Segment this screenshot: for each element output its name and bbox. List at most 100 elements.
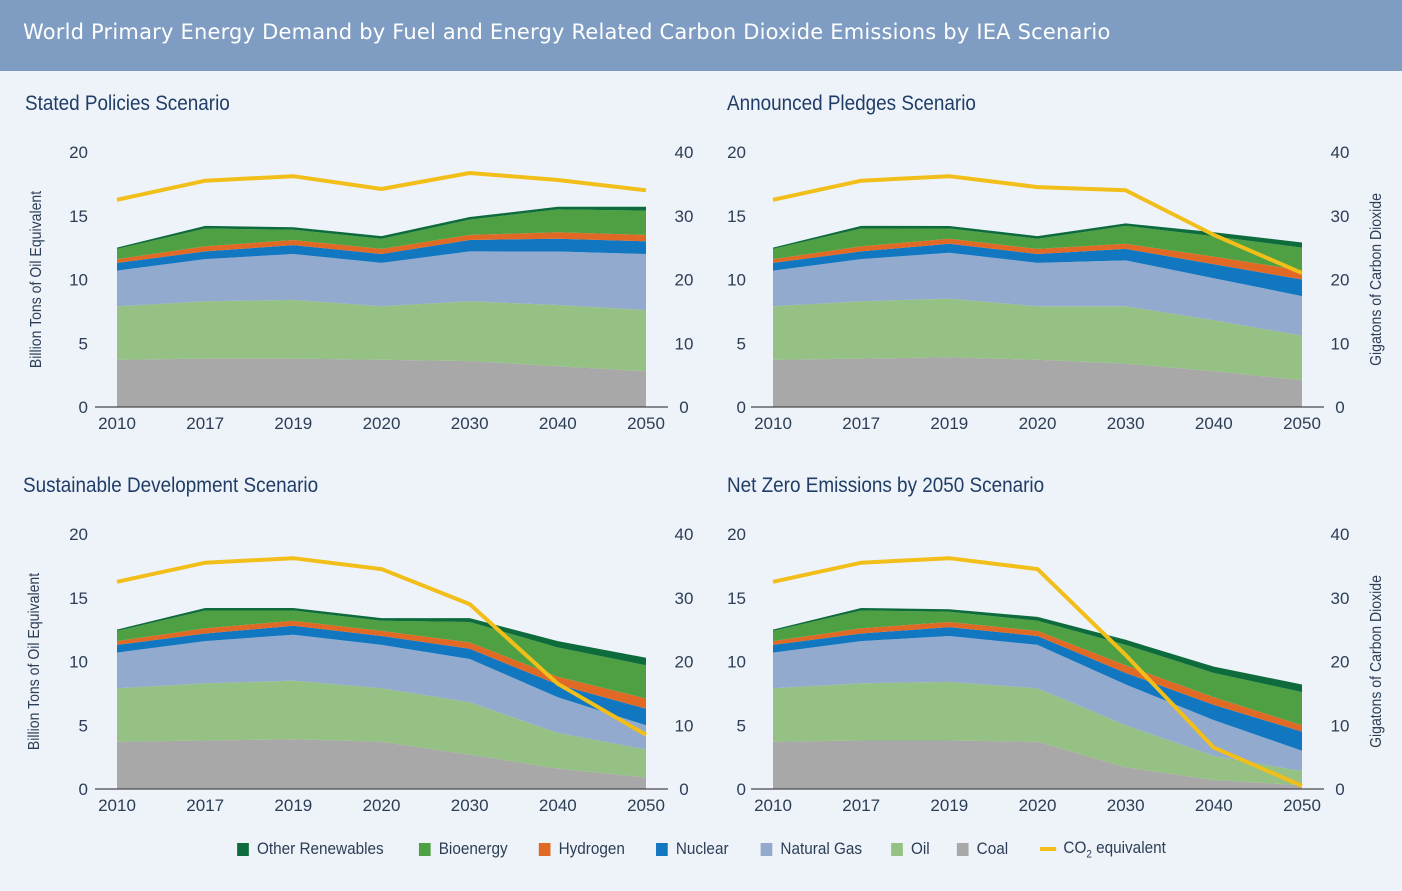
legend-swatch-nuclear [656,842,668,856]
y2-tick-label: 0 [679,780,688,799]
x-tick-label: 2019 [274,414,312,433]
x-tick-label: 2050 [1283,796,1321,815]
y2-axis-title: Gigatons of Carbon Dioxide [1367,575,1385,748]
x-tick-label: 2017 [186,414,224,433]
legend-swatch-bioenergy [418,842,431,856]
legend-swatch-co2 [1040,846,1057,851]
legend-swatch-natural_gas [760,842,773,856]
x-tick-label: 2020 [363,796,401,815]
y-axis-title: Billion Tons of Oil Equivalent [27,190,45,368]
area-bioenergy [773,610,1302,726]
area-oil [773,681,1302,786]
y2-tick-label: 10 [1331,716,1350,735]
area-oil [773,298,1302,381]
y-tick-label: 10 [69,653,88,672]
y2-tick-label: 40 [675,143,694,162]
chart-title: Announced Pledges Scenario [727,92,976,115]
y2-tick-label: 10 [675,716,694,735]
legend-item-oil: Oil [891,839,931,859]
y2-tick-label: 20 [1331,271,1350,290]
x-tick-label: 2040 [539,414,577,433]
area-nuclear [773,243,1302,297]
legend-label-bioenergy: Bioenergy [438,839,508,858]
y-tick-label: 0 [737,780,746,799]
y-tick-label: 0 [737,398,746,417]
legend-item-coal: Coal [957,839,1008,859]
area-coal [117,358,646,407]
x-tick-label: 2019 [274,796,312,815]
y2-tick-label: 20 [1331,653,1350,672]
legend-label-oil: Oil [911,839,931,858]
y-tick-label: 0 [79,780,88,799]
area-coal [117,739,646,789]
x-tick-label: 2020 [1019,414,1057,433]
y2-tick-label: 40 [1331,525,1350,544]
y2-tick-label: 40 [675,525,694,544]
header-bar: World Primary Energy Demand by Fuel and … [0,0,1402,71]
y-tick-label: 15 [727,207,746,226]
y-tick-label: 20 [727,143,746,162]
area-bioenergy [773,225,1302,271]
area-bioenergy [117,209,646,260]
legend-label-co2: CO2 equivalent [1063,837,1167,861]
area-natural-gas [773,252,1302,336]
legend-item-co2: CO2 equivalent [1040,838,1166,860]
y-tick-label: 5 [79,716,88,735]
y-tick-label: 15 [727,589,746,608]
y-tick-label: 15 [69,207,88,226]
legend-label-nuclear: Nuclear [675,839,729,858]
area-bioenergy [117,610,646,699]
legend-swatch-other_renewables [237,842,249,856]
y-tick-label: 20 [727,525,746,544]
y-tick-label: 5 [737,716,746,735]
x-tick-label: 2020 [363,414,401,433]
y-tick-label: 0 [79,398,88,417]
y-tick-label: 10 [69,271,88,290]
y-tick-label: 10 [727,271,746,290]
legend: Other Renewables Bioenergy Hydrogen Nuclear… [0,836,1402,862]
legend-label-natural_gas: Natural Gas [780,839,862,858]
legend-label-other_renewables: Other Renewables [256,839,384,858]
y2-tick-label: 10 [675,334,694,353]
area-oil [117,680,646,778]
area-nuclear [773,627,1302,751]
y2-tick-label: 30 [675,207,694,226]
area-other-renewables [773,223,1302,249]
area-nuclear [117,238,646,271]
x-tick-label: 2010 [98,796,136,815]
area-coal [773,740,1302,789]
y-tick-label: 5 [737,334,746,353]
area-coal [773,357,1302,407]
legend-swatch-coal [957,842,969,856]
x-tick-label: 2019 [930,796,968,815]
y-tick-label: 20 [69,143,88,162]
x-tick-label: 2050 [1283,414,1321,433]
y-tick-label: 15 [69,589,88,608]
legend-item-nuclear: Nuclear [656,839,729,859]
y-tick-label: 10 [727,653,746,672]
x-tick-label: 2040 [1195,796,1233,815]
y2-tick-label: 0 [679,398,688,417]
page-title: World Primary Energy Demand by Fuel and … [23,20,1111,44]
area-natural-gas [117,634,646,750]
x-tick-label: 2030 [451,796,489,815]
x-tick-label: 2017 [842,414,880,433]
x-tick-label: 2010 [754,796,792,815]
area-other-renewables [117,206,646,249]
area-natural-gas [773,636,1302,772]
co2-line [116,556,648,737]
legend-item-natural_gas: Natural Gas [760,839,862,859]
y-axis-title: Billion Tons of Oil Equivalent [25,572,43,750]
area-natural-gas [117,251,646,311]
y2-tick-label: 10 [1331,334,1350,353]
x-tick-label: 2030 [1107,414,1145,433]
legend-item-hydrogen: Hydrogen [539,839,625,859]
x-tick-label: 2017 [842,796,880,815]
legend-label-hydrogen: Hydrogen [558,839,626,858]
chart-title: Sustainable Development Scenario [23,474,318,497]
